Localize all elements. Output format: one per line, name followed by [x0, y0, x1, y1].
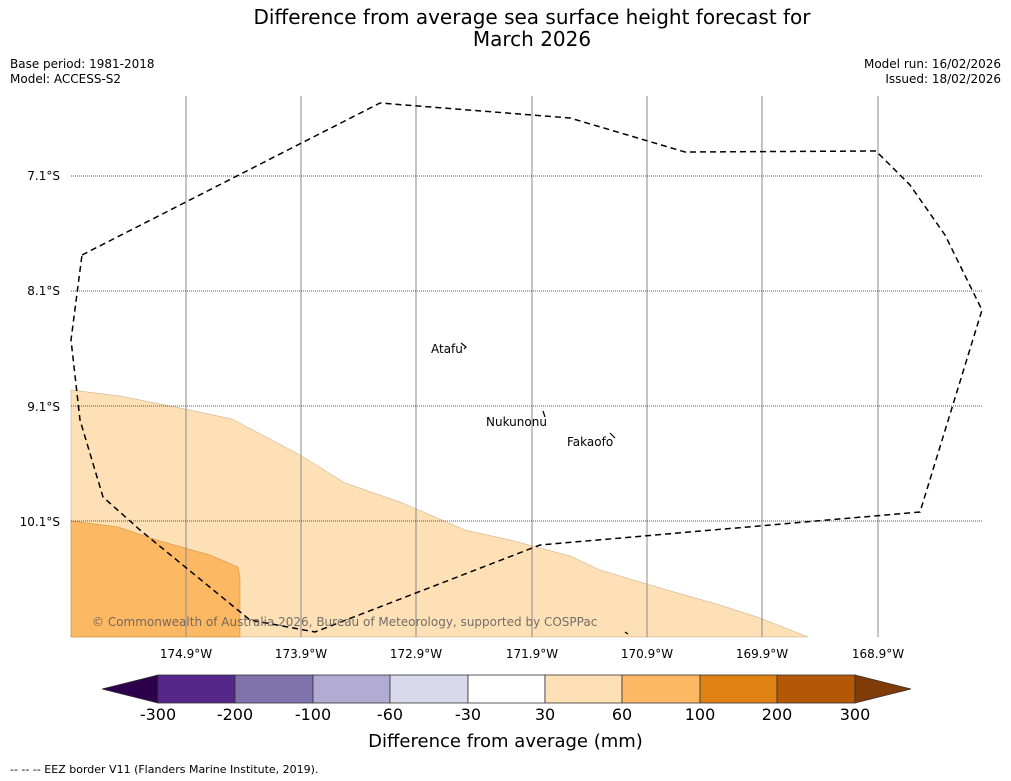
lon-label-1: 174.9°W — [159, 647, 213, 661]
colorbar — [101, 674, 912, 704]
colorbar-segment-1 — [157, 674, 236, 704]
anomaly-30-60-region — [70, 389, 809, 638]
colorbar-segment-9 — [776, 674, 856, 704]
anomaly-60-100-region — [70, 520, 241, 638]
lat-label-1: 7.1°S — [27, 169, 60, 183]
meta-left: Base period: 1981-2018 Model: ACCESS-S2 — [10, 57, 155, 87]
colorbar-tick-4: -60 — [376, 705, 404, 724]
colorbar-segment-4 — [389, 674, 469, 704]
colorbar-tick-1: -300 — [139, 705, 177, 724]
lat-label-2: 8.1°S — [27, 284, 60, 298]
base-period: Base period: 1981-2018 — [10, 57, 155, 71]
lon-label-6: 169.9°W — [735, 647, 789, 661]
title-line-2: March 2026 — [472, 27, 592, 51]
longitude-gridlines — [185, 96, 879, 637]
colorbar-tick-10: 300 — [839, 705, 871, 724]
colorbar-tick-5: -30 — [454, 705, 482, 724]
lon-label-5: 170.9°W — [620, 647, 674, 661]
lon-label-2: 173.9°W — [274, 647, 328, 661]
colorbar-tick-2: -200 — [216, 705, 254, 724]
colorbar-segment-8 — [699, 674, 778, 704]
title-line-1: Difference from average sea surface heig… — [253, 5, 811, 29]
colorbar-tick-8: 100 — [684, 705, 716, 724]
colorbar-tick-7: 60 — [611, 705, 633, 724]
eez-footnote: -- -- -- EEZ border V11 (Flanders Marine… — [10, 763, 319, 776]
lon-label-4: 171.9°W — [505, 647, 559, 661]
lon-label-7: 168.9°W — [851, 647, 905, 661]
map-title: Difference from average sea surface heig… — [0, 6, 1011, 50]
atafu-atoll-mark — [460, 342, 467, 350]
eez-border — [70, 102, 983, 633]
place-atafu: Atafu — [431, 342, 463, 356]
small-island-mark — [624, 631, 629, 635]
lat-label-3: 9.1°S — [27, 400, 60, 414]
colorbar-tick-3: -100 — [294, 705, 332, 724]
fakaofo-atoll-mark — [609, 432, 616, 439]
model-name: Model: ACCESS-S2 — [10, 72, 122, 86]
place-nukunonu: Nukunonu — [486, 415, 547, 429]
colorbar-segment-2 — [234, 674, 314, 704]
issued-date: Issued: 18/02/2026 — [885, 72, 1001, 86]
colorbar-tick-9: 200 — [761, 705, 793, 724]
place-fakaofo: Fakaofo — [567, 435, 614, 449]
meta-right: Model run: 16/02/2026 Issued: 18/02/2026 — [864, 57, 1001, 87]
model-run: Model run: 16/02/2026 — [863, 57, 1001, 71]
lon-label-3: 172.9°W — [389, 647, 443, 661]
colorbar-tick-6: 30 — [534, 705, 556, 724]
colorbar-segment-5 — [467, 674, 546, 704]
colorbar-title: Difference from average (mm) — [368, 731, 643, 752]
nukunonu-atoll-mark — [542, 410, 546, 418]
lat-label-4: 10.1°S — [19, 515, 60, 529]
colorbar-extend-low — [101, 674, 159, 704]
colorbar-extend-high — [854, 674, 912, 704]
colorbar-segment-3 — [312, 674, 391, 704]
colorbar-segment-7 — [621, 674, 701, 704]
colorbar-segment-6 — [544, 674, 623, 704]
copyright-notice: © Commonwealth of Australia 2026, Bureau… — [92, 615, 598, 629]
